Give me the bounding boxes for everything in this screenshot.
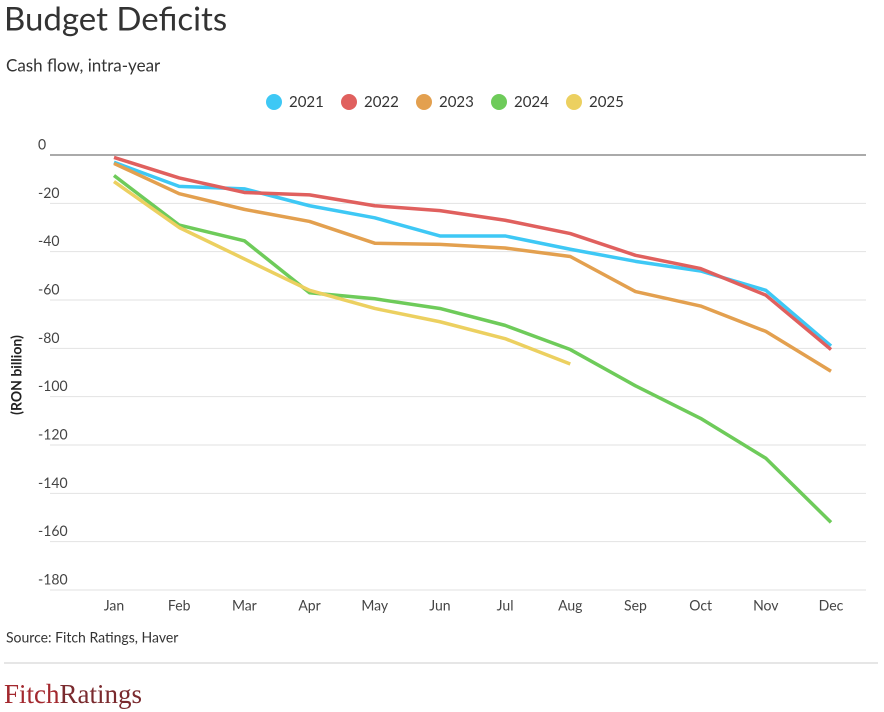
x-tick-label: Jan xyxy=(104,597,124,614)
legend-swatch xyxy=(266,94,282,110)
y-tick-label: -180 xyxy=(38,571,68,588)
logo-fitch: Fitch xyxy=(4,679,60,709)
y-tick-label: -20 xyxy=(38,184,59,201)
chart-subtitle: Cash flow, intra-year xyxy=(6,54,161,75)
y-tick-label: -60 xyxy=(38,281,59,298)
x-tick-label: Apr xyxy=(298,597,320,614)
legend-swatch xyxy=(341,94,357,110)
x-tick-label: Dec xyxy=(819,597,844,614)
legend-swatch xyxy=(566,94,582,110)
y-tick-label: -100 xyxy=(38,377,68,394)
legend-label: 2025 xyxy=(589,93,624,111)
legend-label: 2022 xyxy=(364,93,399,111)
x-tick-label: Jul xyxy=(497,597,514,614)
y-tick-label: -40 xyxy=(38,232,59,249)
legend-swatch xyxy=(491,94,507,110)
series-line xyxy=(112,180,571,366)
y-tick-label: 0 xyxy=(38,136,46,153)
y-tick-label: -120 xyxy=(38,426,68,443)
y-tick-label: -140 xyxy=(38,474,68,491)
x-tick-label: Sep xyxy=(624,597,647,614)
chart-title: Budget Deficits xyxy=(4,0,227,38)
x-tick-label: Feb xyxy=(168,597,191,614)
series-line xyxy=(113,155,833,351)
legend-label: 2024 xyxy=(514,93,549,111)
x-tick-label: Aug xyxy=(558,597,582,614)
x-tick-label: Jun xyxy=(429,597,450,614)
y-tick-label: -80 xyxy=(38,329,59,346)
series-line xyxy=(113,161,832,373)
series-line xyxy=(112,174,833,524)
x-tick-label: Nov xyxy=(753,597,779,614)
x-tick-label: May xyxy=(361,597,389,614)
legend-label: 2023 xyxy=(439,93,474,111)
y-axis-label: (RON billion) xyxy=(8,335,25,415)
svg-text:FitchRatings: FitchRatings xyxy=(4,679,142,709)
legend-label: 2021 xyxy=(289,93,324,111)
x-tick-label: Oct xyxy=(689,597,712,614)
x-tick-label: Mar xyxy=(232,597,257,614)
source: Source: Fitch Ratings, Haver xyxy=(6,629,178,646)
y-tick-label: -160 xyxy=(38,522,68,539)
legend-swatch xyxy=(416,94,432,110)
logo-ratings: Ratings xyxy=(60,679,143,709)
